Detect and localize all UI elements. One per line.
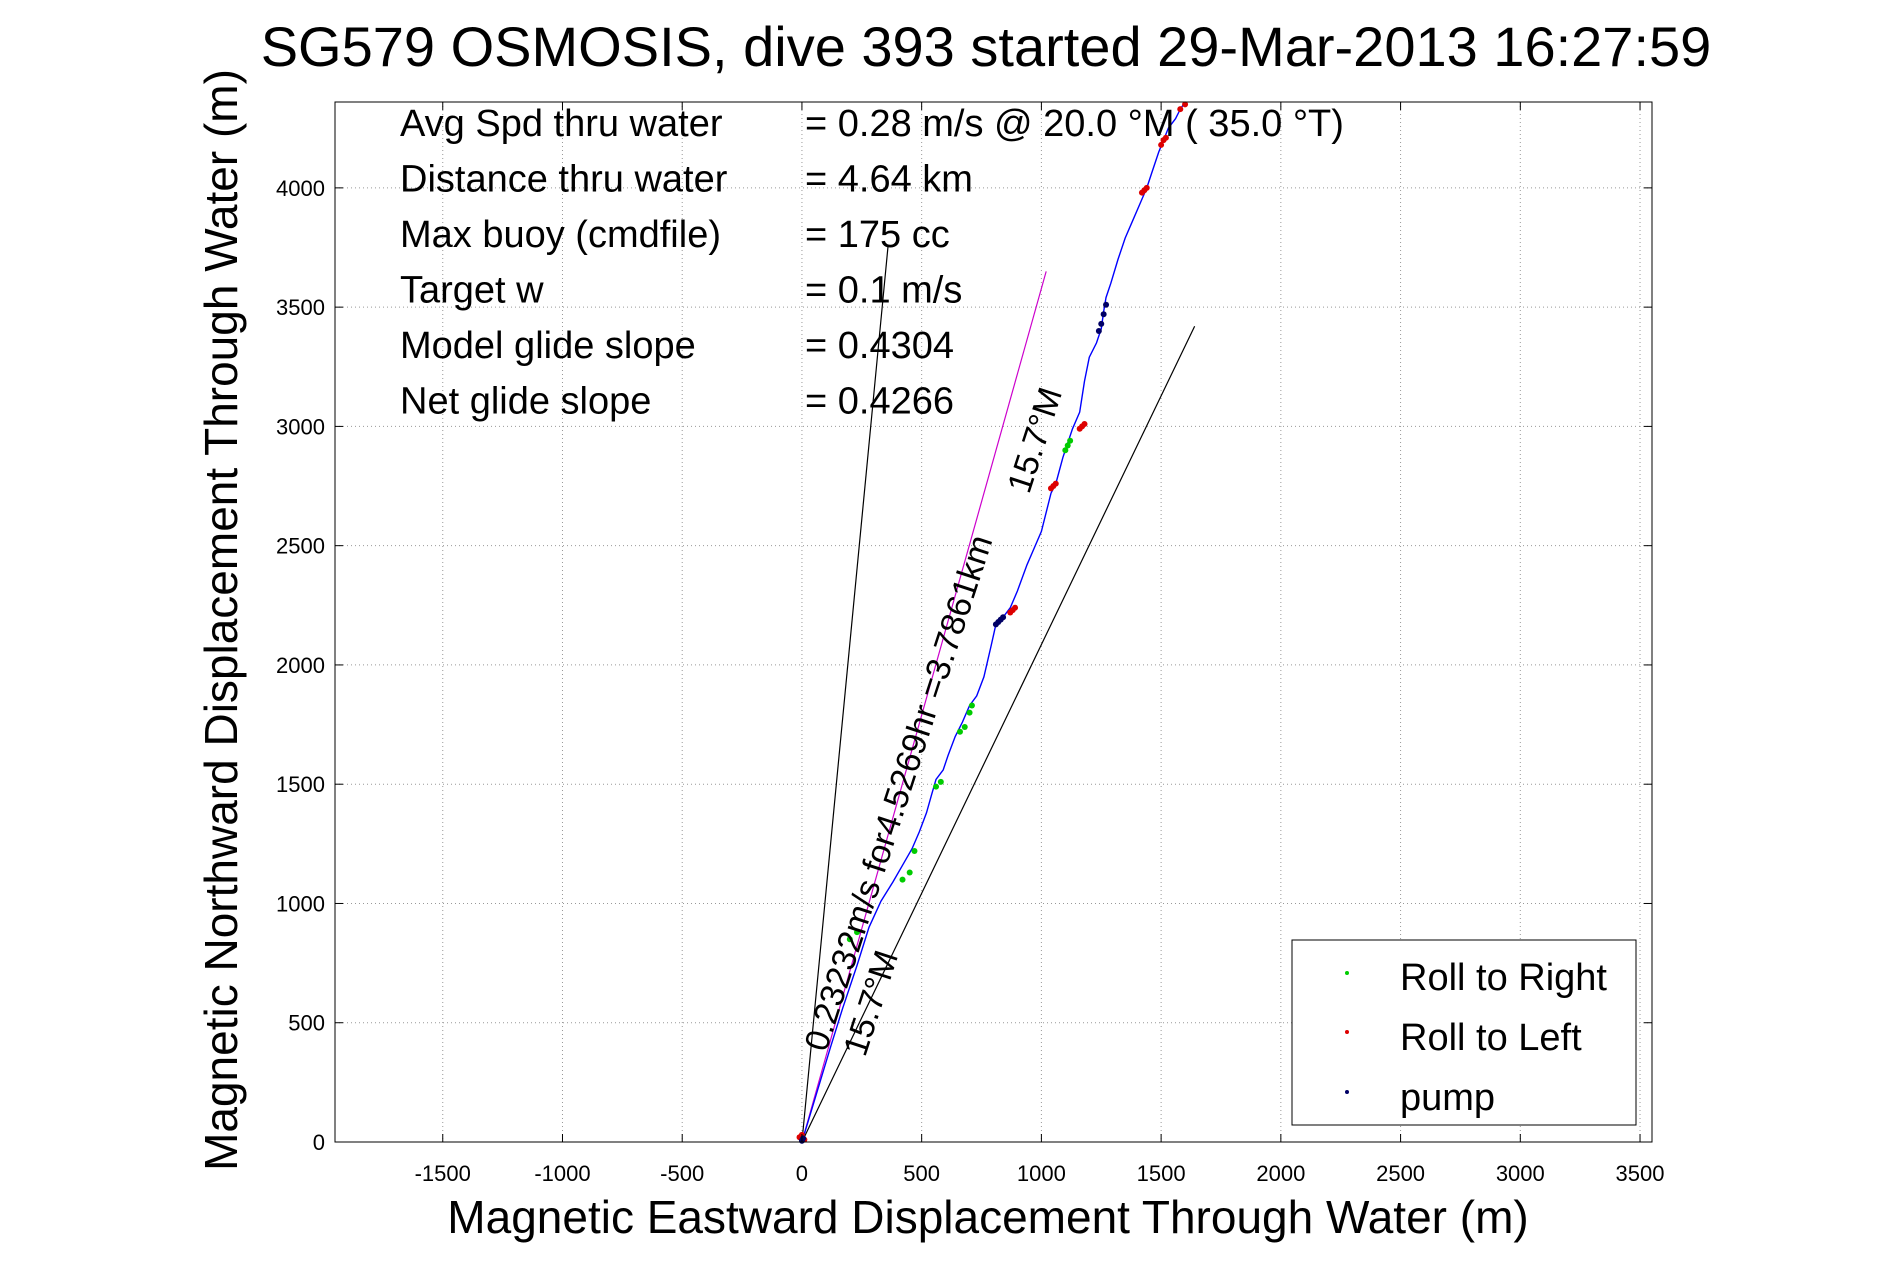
marker-roll-to-right xyxy=(854,929,861,936)
reference-line-2 xyxy=(801,271,1047,1143)
stat-value: = 0.28 m/s @ 20.0 °M ( 35.0 °T) xyxy=(805,103,1344,145)
stat-label: Model glide slope xyxy=(400,325,696,367)
marker-roll-to-right xyxy=(1067,437,1074,444)
axes-frame xyxy=(334,101,1653,1143)
y-tick-label: 3500 xyxy=(276,295,325,320)
marker-roll-to-right xyxy=(911,847,918,854)
legend-box xyxy=(1291,939,1637,1126)
ticks: -1500 -1000 -500 0 500 1000 1500 2000 2500 3000 35… xyxy=(276,102,1665,1186)
marker-roll-to-right xyxy=(846,936,853,943)
marker-roll-to-right xyxy=(961,723,968,730)
marker-roll-to-left xyxy=(1143,184,1150,191)
x-tick-label: 0 xyxy=(796,1161,808,1186)
legend-marker-pump xyxy=(1345,1090,1349,1094)
stat-label: Distance thru water xyxy=(400,159,728,201)
x-tick-label: 2000 xyxy=(1256,1161,1305,1186)
stat-value: = 175 cc xyxy=(805,214,950,256)
stat-value: = 0.4304 xyxy=(805,325,954,367)
grid xyxy=(335,102,1652,1143)
marker-roll-to-right xyxy=(937,778,944,785)
marker-roll-to-right xyxy=(968,702,975,709)
track-line-group xyxy=(801,101,1186,1143)
marker-pump xyxy=(1095,327,1102,334)
x-tick-label: 500 xyxy=(903,1161,940,1186)
y-tick-label: 4000 xyxy=(276,176,325,201)
stat-label: Net glide slope xyxy=(400,381,651,423)
y-tick-label: 0 xyxy=(313,1130,325,1155)
legend-marker-roll-left xyxy=(1345,1030,1349,1034)
y-tick-label: 2500 xyxy=(276,534,325,559)
chart-title: SG579 OSMOSIS, dive 393 started 29-Mar-2… xyxy=(261,15,1712,78)
marker-roll-to-left xyxy=(1052,480,1059,487)
x-tick-label: 2500 xyxy=(1376,1161,1425,1186)
marker-pump xyxy=(1103,301,1110,308)
legend-label-roll-left: Roll to Left xyxy=(1400,1017,1582,1059)
marker-pump xyxy=(1098,320,1105,327)
marker-roll-to-right xyxy=(966,709,973,716)
marker-roll-to-left xyxy=(1177,106,1184,113)
x-tick-label: -1500 xyxy=(415,1161,471,1186)
marker-pump xyxy=(1100,311,1107,318)
y-tick-label: 1500 xyxy=(276,772,325,797)
marker-roll-to-right xyxy=(956,728,963,735)
marker-roll-to-right xyxy=(906,869,913,876)
marker-roll-to-right xyxy=(1064,442,1071,449)
legend-label-pump: pump xyxy=(1400,1077,1495,1119)
reference-line-0 xyxy=(801,245,889,1143)
stat-label: Avg Spd thru water xyxy=(400,103,723,145)
x-tick-label: 3000 xyxy=(1496,1161,1545,1186)
stat-value: = 0.4266 xyxy=(805,381,954,423)
x-tick-label: 1500 xyxy=(1137,1161,1186,1186)
marker-pump xyxy=(1000,614,1007,621)
legend-marker-roll-right xyxy=(1345,971,1349,975)
marker-roll-to-left xyxy=(1012,604,1019,611)
x-tick-label: -1000 xyxy=(534,1161,590,1186)
track-line xyxy=(801,101,1186,1143)
y-axis-label: Magnetic Northward Displacement Through … xyxy=(195,69,247,1171)
x-tick-label: 3500 xyxy=(1616,1161,1665,1186)
marker-pump xyxy=(800,1135,807,1142)
marker-roll-to-right xyxy=(933,783,940,790)
marker-roll-to-right xyxy=(1062,447,1069,454)
marker-roll-to-left xyxy=(1162,134,1169,141)
stats-block: Avg Spd thru water = 0.28 m/s @ 20.0 °M (… xyxy=(400,103,1344,423)
marker-roll-to-left xyxy=(1158,141,1165,148)
x-axis-label: Magnetic Eastward Displacement Through W… xyxy=(447,1191,1528,1243)
stat-label: Max buoy (cmdfile) xyxy=(400,214,721,256)
reference-lines xyxy=(801,245,1196,1143)
y-tick-label: 1000 xyxy=(276,891,325,916)
stat-value: = 0.1 m/s xyxy=(805,270,962,312)
y-tick-label: 3000 xyxy=(276,414,325,439)
legend: Roll to Right Roll to Left pump xyxy=(1291,939,1637,1126)
stat-label: Target w xyxy=(400,270,544,312)
marker-roll-to-right xyxy=(899,876,906,883)
x-tick-label: 1000 xyxy=(1017,1161,1066,1186)
marker-roll-to-left xyxy=(1081,421,1088,428)
y-tick-label: 500 xyxy=(288,1011,325,1036)
reference-line-1 xyxy=(801,325,1196,1143)
stat-value: = 4.64 km xyxy=(805,159,973,201)
legend-label-roll-right: Roll to Right xyxy=(1400,957,1607,999)
marker-roll-to-left xyxy=(1182,101,1189,108)
y-tick-label: 2000 xyxy=(276,653,325,678)
x-tick-label: -500 xyxy=(660,1161,704,1186)
